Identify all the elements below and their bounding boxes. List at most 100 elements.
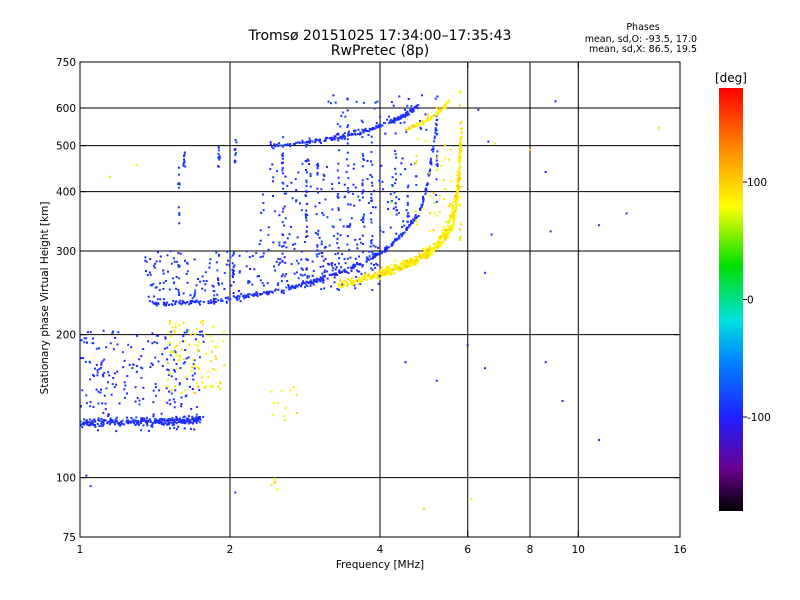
data-point-o [104, 402, 107, 405]
data-point-o [253, 292, 256, 295]
data-point-o [170, 262, 173, 265]
data-point-x [341, 285, 344, 288]
data-point-o [196, 418, 199, 421]
data-point-o [317, 278, 320, 281]
data-point-o [351, 192, 354, 195]
data-point-o [182, 164, 185, 167]
data-point-o [311, 260, 314, 263]
data-point-o [151, 422, 154, 424]
data-point-o [426, 184, 428, 186]
data-point-o [436, 165, 439, 168]
data-point-o [279, 144, 282, 147]
data-point-o [84, 422, 87, 424]
data-point-o [434, 97, 437, 100]
data-point-o [346, 225, 349, 228]
data-point-o [177, 291, 180, 294]
data-point-x [358, 277, 361, 280]
data-point-o [349, 203, 352, 206]
data-point-o [355, 100, 358, 103]
data-point-o [146, 424, 149, 427]
data-point-o [183, 361, 186, 364]
data-point-x [273, 480, 276, 483]
data-point-o [400, 162, 403, 165]
data-point-o [245, 265, 248, 268]
data-point-x [459, 165, 462, 168]
data-point-o [343, 268, 346, 271]
data-point-x [180, 348, 183, 351]
data-point-o [332, 137, 335, 140]
data-point-x [283, 415, 286, 418]
data-point-x [459, 142, 462, 144]
data-point-x [414, 210, 417, 213]
data-point-o [394, 132, 397, 135]
data-point-x [425, 247, 428, 250]
data-point-x [424, 120, 427, 123]
data-point-o [107, 420, 109, 423]
data-point-o [544, 361, 547, 364]
data-point-o [110, 393, 113, 396]
data-point-o [174, 301, 177, 304]
data-point-x [432, 242, 435, 245]
data-point-o [347, 272, 350, 275]
data-point-o [387, 246, 390, 249]
data-point-o [422, 197, 424, 200]
data-point-o [147, 295, 150, 298]
data-point-x [363, 272, 366, 275]
data-point-x [217, 385, 220, 388]
data-point-o [353, 163, 356, 166]
data-point-x [341, 281, 344, 284]
data-point-o [410, 105, 413, 108]
data-point-o [283, 143, 286, 146]
data-point-o [341, 253, 344, 256]
data-point-o [348, 226, 351, 228]
data-point-o [248, 280, 250, 283]
data-point-o [363, 159, 365, 161]
data-point-o [193, 428, 196, 431]
data-point-x [175, 354, 178, 356]
data-point-o [405, 130, 408, 133]
data-point-x [409, 260, 411, 262]
data-point-o [187, 418, 190, 421]
data-point-o [279, 258, 282, 261]
data-point-o [93, 418, 96, 421]
data-point-o [323, 246, 326, 249]
data-point-x [201, 376, 204, 379]
data-point-o [401, 157, 404, 160]
data-point-o [348, 248, 351, 251]
data-point-o [158, 389, 161, 392]
data-point-x [414, 263, 417, 266]
data-point-o [191, 415, 194, 418]
data-point-x [413, 124, 416, 127]
data-point-o [477, 108, 480, 111]
data-point-x [418, 123, 421, 126]
data-point-o [98, 419, 101, 422]
data-point-o [341, 283, 344, 286]
data-point-o [355, 275, 358, 278]
data-point-o [167, 270, 169, 273]
data-point-o [398, 95, 401, 98]
data-point-o [92, 337, 94, 340]
data-point-o [354, 133, 357, 136]
data-point-o [346, 243, 349, 246]
data-point-o [399, 122, 402, 125]
data-point-x [401, 265, 404, 268]
data-point-o [403, 121, 406, 124]
data-point-o [199, 330, 201, 333]
data-point-o [338, 288, 340, 291]
data-point-o [169, 250, 172, 253]
data-point-o [323, 139, 326, 142]
data-point-o [138, 399, 141, 402]
data-point-o [164, 304, 167, 307]
data-point-o [153, 420, 156, 423]
data-point-x [376, 274, 379, 277]
data-point-o [347, 134, 349, 137]
data-point-o [322, 281, 325, 284]
data-point-o [376, 100, 379, 103]
data-point-o [266, 282, 269, 285]
data-point-o [283, 256, 286, 259]
data-point-x [445, 221, 448, 223]
data-point-o [389, 193, 392, 196]
data-point-x [441, 229, 444, 232]
data-point-o [372, 127, 375, 130]
data-point-o [326, 277, 329, 280]
